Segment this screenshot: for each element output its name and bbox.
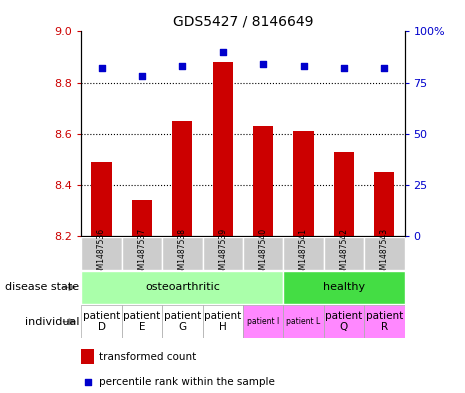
Bar (324, 305, 364, 338)
Text: GSM1487541: GSM1487541 (299, 228, 308, 279)
Bar (162, 237, 203, 270)
Bar (203, 305, 243, 338)
Text: GSM1487543: GSM1487543 (380, 228, 389, 279)
Text: patient I: patient I (247, 317, 279, 326)
Text: patient
H: patient H (204, 311, 241, 332)
Bar (364, 237, 405, 270)
Text: patient
R: patient R (366, 311, 403, 332)
Text: GSM1487539: GSM1487539 (218, 228, 227, 279)
Bar (293, 131, 314, 236)
Point (381, 65, 388, 72)
Bar (81, 349, 94, 364)
Bar (283, 305, 324, 338)
Point (138, 73, 146, 79)
Bar (92, 162, 112, 236)
Point (179, 63, 186, 69)
Point (259, 61, 267, 67)
Bar (253, 126, 273, 236)
Bar (213, 62, 233, 236)
Text: patient
Q: patient Q (326, 311, 363, 332)
Text: patient
E: patient E (123, 311, 160, 332)
Bar (243, 237, 283, 270)
Bar (122, 305, 162, 338)
Text: GSM1487537: GSM1487537 (138, 228, 146, 279)
Point (84, 379, 92, 385)
Text: osteoarthritic: osteoarthritic (145, 283, 220, 292)
Text: GSM1487536: GSM1487536 (97, 228, 106, 279)
Bar (81, 305, 122, 338)
Point (340, 65, 348, 72)
Bar (81, 237, 122, 270)
Text: GSM1487538: GSM1487538 (178, 228, 187, 279)
Point (300, 63, 307, 69)
Bar (122, 237, 162, 270)
Bar (334, 151, 354, 236)
Text: GSM1487542: GSM1487542 (339, 228, 348, 279)
Text: GSM1487540: GSM1487540 (259, 228, 268, 279)
Text: disease state: disease state (5, 283, 79, 292)
Bar (374, 172, 394, 236)
Text: individual: individual (25, 317, 79, 327)
Bar (132, 200, 152, 236)
Bar (162, 305, 203, 338)
Bar (283, 237, 324, 270)
Point (98, 65, 105, 72)
Text: percentile rank within the sample: percentile rank within the sample (99, 377, 275, 387)
Bar (324, 237, 364, 270)
Title: GDS5427 / 8146649: GDS5427 / 8146649 (173, 15, 313, 29)
Text: patient L: patient L (286, 317, 321, 326)
Text: transformed count: transformed count (99, 352, 196, 362)
Point (219, 49, 226, 55)
Bar (81, 271, 283, 304)
Bar (364, 305, 405, 338)
Text: patient
G: patient G (164, 311, 201, 332)
Bar (243, 305, 283, 338)
Text: healthy: healthy (323, 283, 365, 292)
Bar (283, 271, 405, 304)
Bar (172, 121, 193, 236)
Bar (203, 237, 243, 270)
Text: patient
D: patient D (83, 311, 120, 332)
